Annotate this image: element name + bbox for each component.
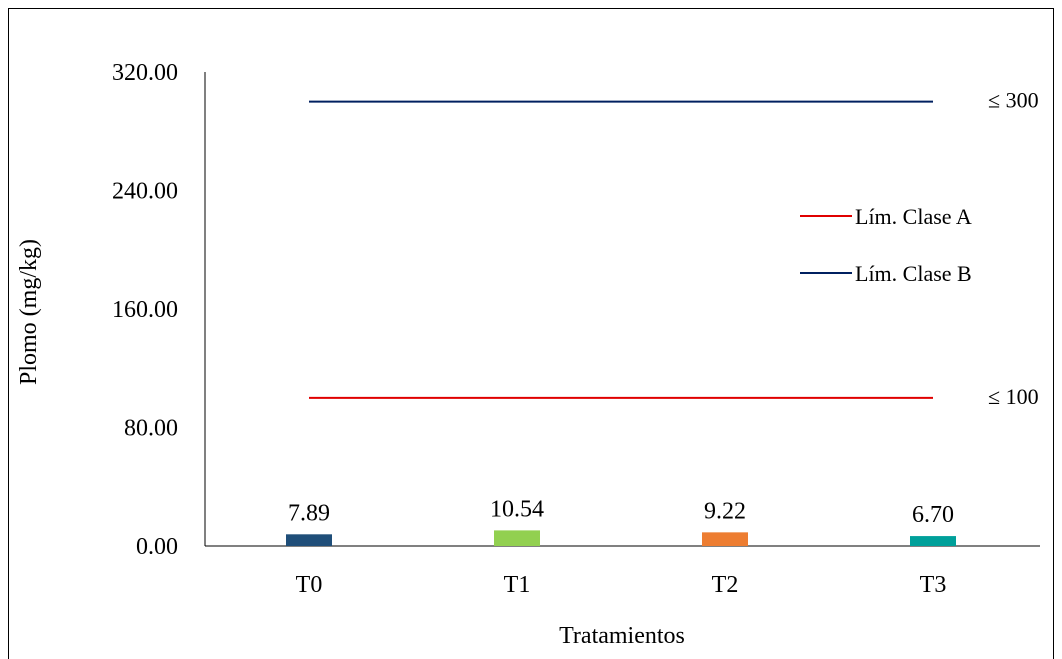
x-axis-label: Tratamientos xyxy=(559,623,685,649)
reference-line-label: ≤ 100 xyxy=(988,384,1039,409)
y-tick-label: 160.00 xyxy=(112,297,178,323)
y-axis-label: Plomo (mg/kg) xyxy=(16,239,42,385)
x-axis: T0 T1 T2 T3 xyxy=(205,545,1040,598)
y-tick-label: 320.00 xyxy=(112,60,178,86)
legend: Lím. Clase A Lím. Clase B xyxy=(800,204,972,286)
legend-label: Lím. Clase A xyxy=(855,204,972,229)
data-label: 10.54 xyxy=(490,496,544,522)
chart-frame xyxy=(8,8,1054,659)
reference-lines: ≤ 100 ≤ 300 xyxy=(309,88,1039,409)
y-tick-label: 0.00 xyxy=(136,534,178,560)
data-label: 9.22 xyxy=(704,498,746,524)
bar xyxy=(286,534,332,546)
reference-line-label: ≤ 300 xyxy=(988,88,1039,113)
bars: 7.89 10.54 9.22 6.70 xyxy=(286,496,956,546)
x-tick-label: T3 xyxy=(920,572,947,598)
bar xyxy=(702,532,748,546)
y-axis: 0.00 80.00 160.00 240.00 320.00 xyxy=(112,60,206,560)
bar xyxy=(910,536,956,546)
x-tick-label: T1 xyxy=(504,572,531,598)
y-tick-label: 80.00 xyxy=(124,416,178,442)
data-label: 7.89 xyxy=(288,500,330,526)
bar xyxy=(494,530,540,546)
data-label: 6.70 xyxy=(912,502,954,528)
y-tick-label: 240.00 xyxy=(112,179,178,205)
x-tick-label: T2 xyxy=(712,572,739,598)
x-tick-label: T0 xyxy=(296,572,323,598)
legend-label: Lím. Clase B xyxy=(855,261,972,286)
